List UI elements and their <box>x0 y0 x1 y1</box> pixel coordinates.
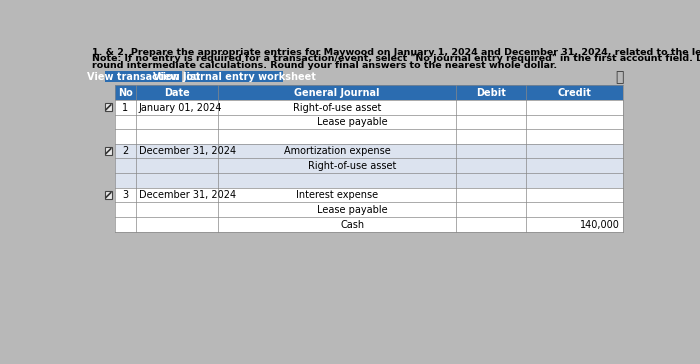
Text: 140,000: 140,000 <box>580 219 620 230</box>
Text: View transaction list: View transaction list <box>87 72 200 82</box>
Text: Debit: Debit <box>476 88 506 98</box>
Text: Right-of-use asset: Right-of-use asset <box>293 103 382 112</box>
Text: Amortization expense: Amortization expense <box>284 146 391 157</box>
Bar <box>104 71 182 82</box>
Text: January 01, 2024: January 01, 2024 <box>139 103 222 112</box>
Text: Credit: Credit <box>558 88 591 98</box>
Bar <box>115 158 623 173</box>
Bar <box>104 147 112 155</box>
Text: 1. & 2. Prepare the appropriate entries for Maywood on January 1, 2024 and Decem: 1. & 2. Prepare the appropriate entries … <box>92 48 700 56</box>
Bar <box>115 188 623 202</box>
Text: Cash: Cash <box>340 219 365 230</box>
Text: Right-of-use asset: Right-of-use asset <box>309 161 397 171</box>
Text: 2: 2 <box>122 146 129 157</box>
Text: 1: 1 <box>122 103 129 112</box>
Text: No: No <box>118 88 133 98</box>
Bar <box>115 217 623 232</box>
Bar <box>104 191 112 199</box>
Text: Note: If no entry is required for a transaction/event, select "No journal entry : Note: If no entry is required for a tran… <box>92 55 700 63</box>
Text: Date: Date <box>164 88 190 98</box>
Text: Lease payable: Lease payable <box>317 117 388 127</box>
Bar <box>104 103 112 111</box>
Text: 3: 3 <box>122 190 129 200</box>
Text: View journal entry worksheet: View journal entry worksheet <box>153 72 316 82</box>
Bar <box>115 100 623 115</box>
Text: Interest expense: Interest expense <box>296 190 378 200</box>
Bar <box>115 85 623 100</box>
Bar <box>115 144 623 158</box>
Text: round intermediate calculations. Round your final answers to the nearest whole d: round intermediate calculations. Round y… <box>92 62 557 70</box>
Bar <box>115 115 623 129</box>
Text: Lease payable: Lease payable <box>317 205 388 215</box>
Text: General Journal: General Journal <box>294 88 380 98</box>
Text: ⓧ: ⓧ <box>615 71 623 84</box>
Bar <box>115 202 623 217</box>
Text: December 31, 2024: December 31, 2024 <box>139 190 236 200</box>
Bar <box>185 71 283 82</box>
Text: December 31, 2024: December 31, 2024 <box>139 146 236 157</box>
Bar <box>115 173 623 188</box>
Bar <box>115 129 623 144</box>
